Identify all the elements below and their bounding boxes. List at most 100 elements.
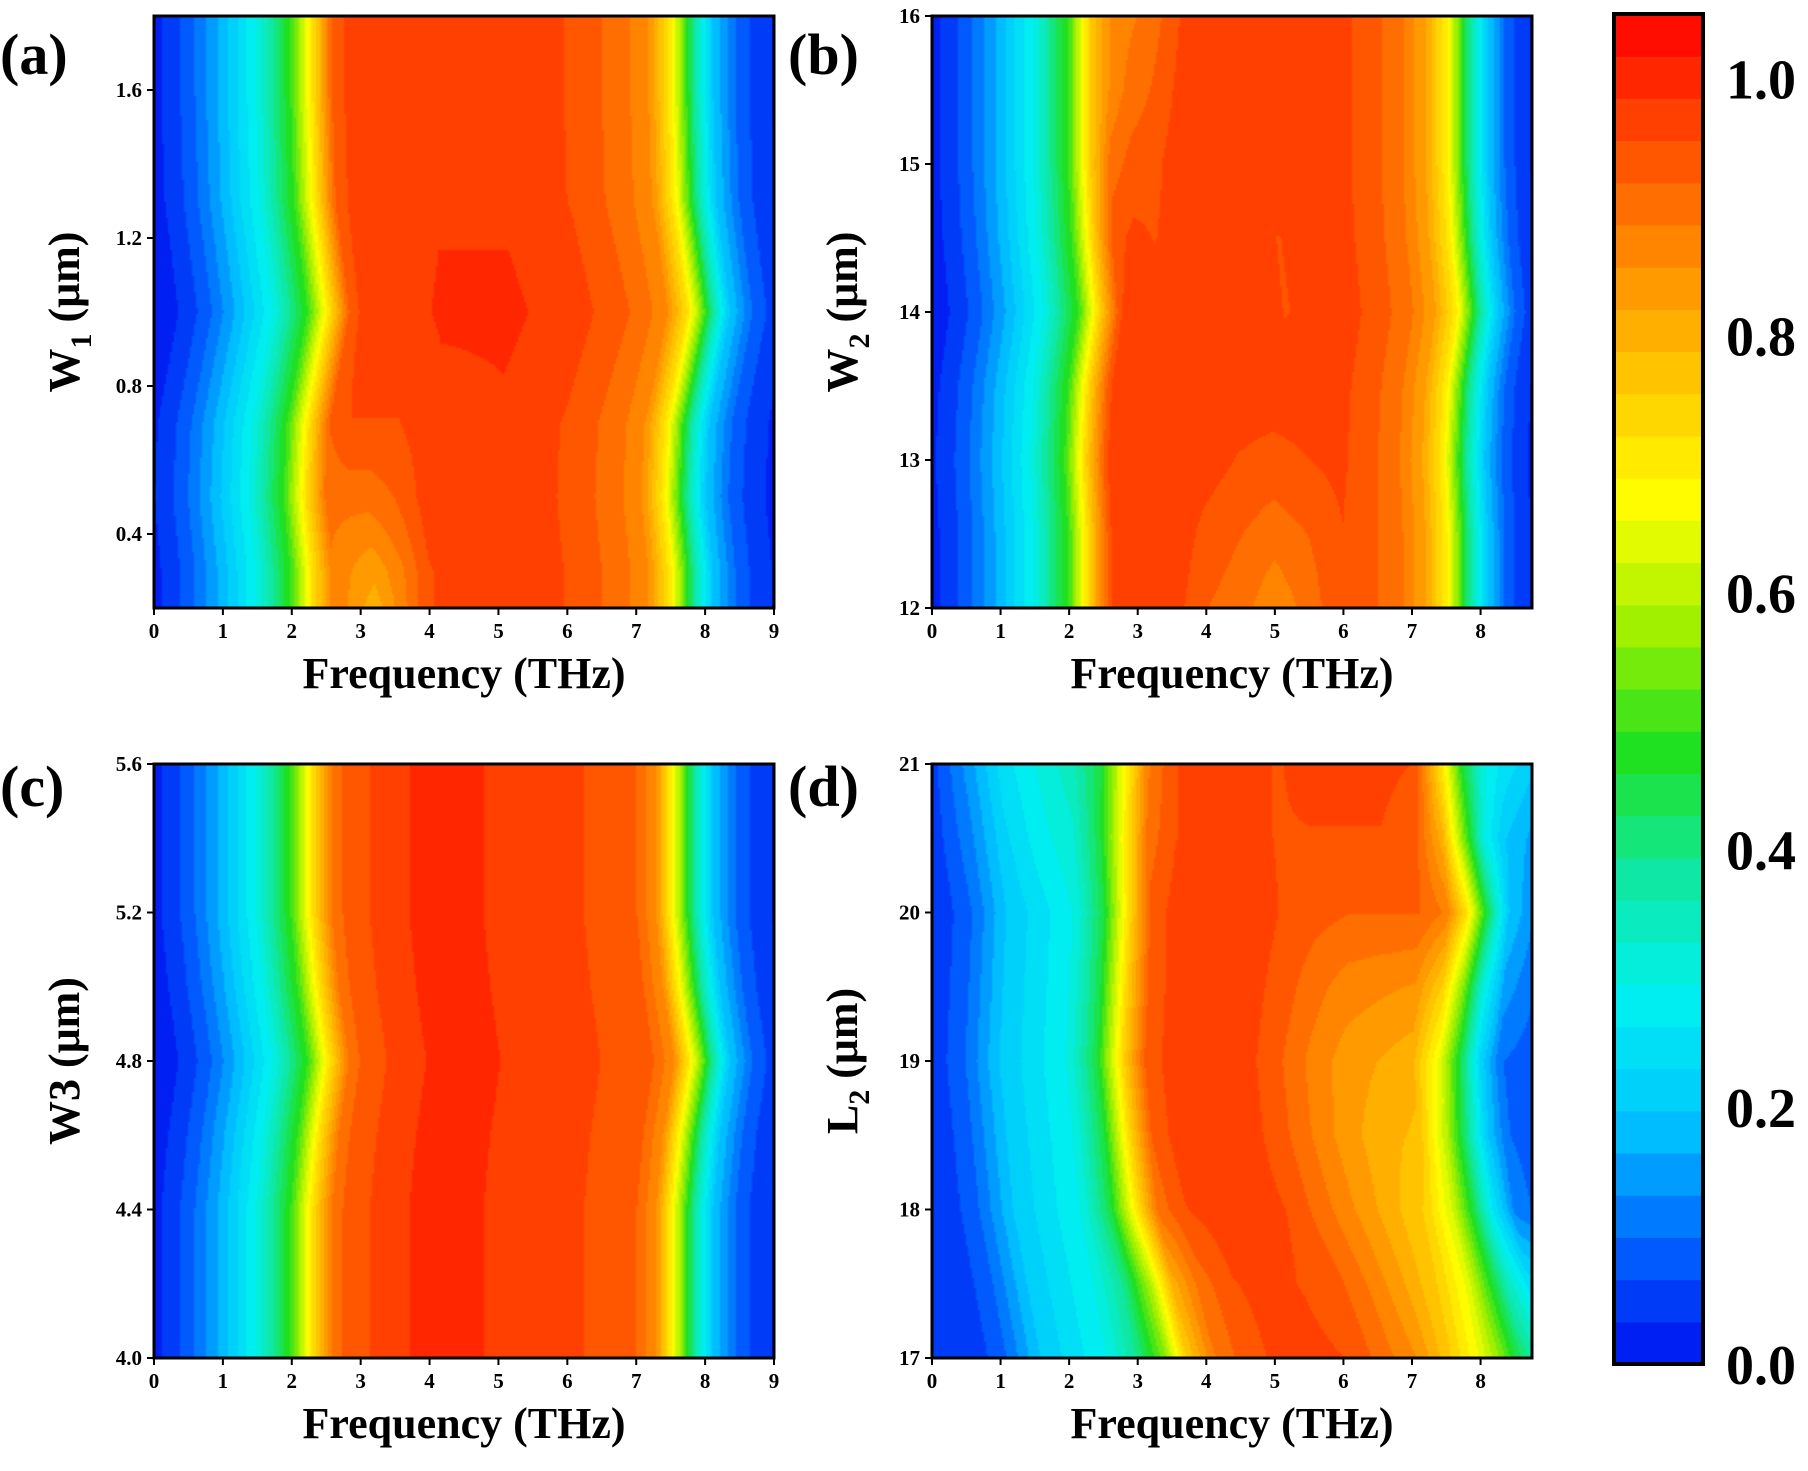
y-tick-label: 17	[899, 1346, 920, 1370]
colorbar-level	[1614, 478, 1703, 521]
colorbar-level	[1614, 1110, 1703, 1154]
colorbar-level	[1614, 1195, 1703, 1239]
y-tick-label: 12	[899, 596, 920, 620]
x-tick-label: 4	[424, 1369, 435, 1393]
colorbar-tick-label: 0.4	[1726, 821, 1796, 883]
y-tick-label: 1.2	[116, 226, 142, 250]
x-tick-label: 5	[1270, 1369, 1281, 1393]
x-tick-label: 2	[1064, 1369, 1075, 1393]
y-tick-label: 5.2	[116, 901, 142, 925]
x-tick-label: 0	[149, 619, 160, 643]
x-tick-label: 0	[149, 1369, 160, 1393]
colorbar-level	[1614, 435, 1703, 479]
panel-d-heatmap	[932, 764, 1532, 1358]
x-axis-title: Frequency (THz)	[1070, 649, 1393, 698]
y-tick-label: 4.4	[116, 1198, 143, 1222]
x-tick-label: 7	[1407, 619, 1418, 643]
y-tick-label: 20	[899, 901, 920, 925]
panel-b-heatmap	[932, 16, 1532, 608]
colorbar-level	[1614, 1026, 1703, 1070]
colorbar-level	[1614, 899, 1703, 943]
colorbar-tick-label: 0.8	[1726, 306, 1796, 368]
panel-c: 0 1 2 3 4 5 6 7 8 9 4.0 4.4 4.8 5.2 5.6 Frequency (THz)…	[0, 752, 779, 1448]
colorbar-tick-label: 0.2	[1726, 1078, 1796, 1140]
panel-d: 0 1 2 3 4 5 6 7 8 17 18 19 20 21 Frequency (THz) L2 (μm…	[788, 752, 1534, 1448]
colorbar-level	[1614, 689, 1703, 732]
colorbar-level	[1614, 815, 1703, 859]
x-tick-label: 3	[1132, 1369, 1143, 1393]
panel-a-heatmap	[154, 16, 774, 608]
x-tick-label: 1	[995, 619, 1006, 643]
colorbar-level	[1614, 562, 1703, 606]
y-tick-label: 19	[899, 1049, 920, 1073]
x-tick-label: 3	[355, 1369, 366, 1393]
y-tick-label: 14	[899, 300, 921, 324]
x-tick-label: 2	[287, 1369, 298, 1393]
x-tick-label: 6	[1338, 619, 1349, 643]
y-tick-label: 4.8	[116, 1049, 142, 1073]
colorbar-level	[1614, 1237, 1703, 1281]
colorbar-tick-label: 1.0	[1726, 49, 1796, 111]
x-tick-label: 7	[1407, 1369, 1418, 1393]
x-tick-label: 4	[424, 619, 435, 643]
colorbar-level	[1614, 1279, 1703, 1323]
panel-c-heatmap	[154, 764, 774, 1358]
x-tick-label: 8	[1475, 619, 1486, 643]
y-tick-label: 13	[899, 448, 920, 472]
y-tick-label: 5.6	[116, 752, 142, 776]
panel-a: 0 1 2 3 4 5 6 7 8 9 0.4 0.8 1.2 1.6 Frequency (THz) W1 …	[0, 14, 780, 698]
x-tick-label: 1	[218, 1369, 229, 1393]
x-axis-title: Frequency (THz)	[1070, 1399, 1393, 1448]
colorbar-level	[1614, 351, 1703, 395]
panel-label: (a)	[0, 22, 68, 87]
y-tick-label: 18	[899, 1198, 920, 1222]
panel-label: (c)	[0, 754, 64, 819]
colorbar-level	[1614, 182, 1703, 226]
y-tick-label: 21	[899, 752, 920, 776]
y-tick-label: 4.0	[116, 1346, 142, 1370]
x-tick-label: 6	[1338, 1369, 1349, 1393]
x-tick-label: 8	[700, 619, 711, 643]
y-tick-label: 15	[899, 152, 920, 176]
y-axis-title: W2 (μm)	[818, 232, 876, 393]
x-tick-label: 9	[769, 1369, 780, 1393]
x-tick-label: 8	[700, 1369, 711, 1393]
y-axis-title: W1 (μm)	[40, 232, 98, 393]
x-axis-title: Frequency (THz)	[302, 649, 625, 698]
x-tick-label: 1	[995, 1369, 1006, 1393]
x-tick-label: 5	[1270, 619, 1281, 643]
x-tick-label: 2	[1064, 619, 1075, 643]
colorbar-tick-label: 0.6	[1726, 564, 1796, 626]
colorbar-level	[1614, 309, 1703, 353]
x-tick-label: 8	[1475, 1369, 1486, 1393]
x-tick-label: 6	[562, 619, 573, 643]
colorbar-level	[1614, 604, 1703, 648]
x-tick-label: 0	[927, 619, 938, 643]
colorbar-frame	[1612, 12, 1705, 1366]
x-tick-label: 9	[769, 619, 780, 643]
colorbar-level	[1614, 520, 1703, 564]
x-tick-label: 6	[562, 1369, 573, 1393]
x-tick-label: 4	[1201, 619, 1212, 643]
colorbar-level	[1614, 731, 1703, 774]
colorbar-level	[1614, 393, 1703, 437]
y-axis-title: W3 (μm)	[40, 977, 89, 1145]
x-tick-label: 7	[631, 619, 642, 643]
colorbar-tick-label: 0.0	[1726, 1335, 1796, 1397]
x-tick-label: 4	[1201, 1369, 1212, 1393]
colorbar-level	[1614, 56, 1703, 99]
x-tick-label: 3	[1132, 619, 1143, 643]
colorbar-level	[1614, 1068, 1703, 1112]
x-tick-label: 0	[927, 1369, 938, 1393]
transmission-colorbar: 0.0 0.2 0.4 0.6 0.8 1.0	[1612, 12, 1796, 1397]
colorbar-level	[1614, 224, 1703, 268]
colorbar-level	[1614, 140, 1703, 184]
x-tick-label: 1	[218, 619, 229, 643]
colorbar-level	[1614, 98, 1703, 142]
y-tick-label: 0.4	[116, 522, 143, 546]
y-tick-label: 1.6	[116, 78, 142, 102]
y-tick-label: 16	[899, 4, 920, 28]
colorbar-level	[1614, 1153, 1703, 1196]
x-tick-label: 5	[493, 619, 504, 643]
